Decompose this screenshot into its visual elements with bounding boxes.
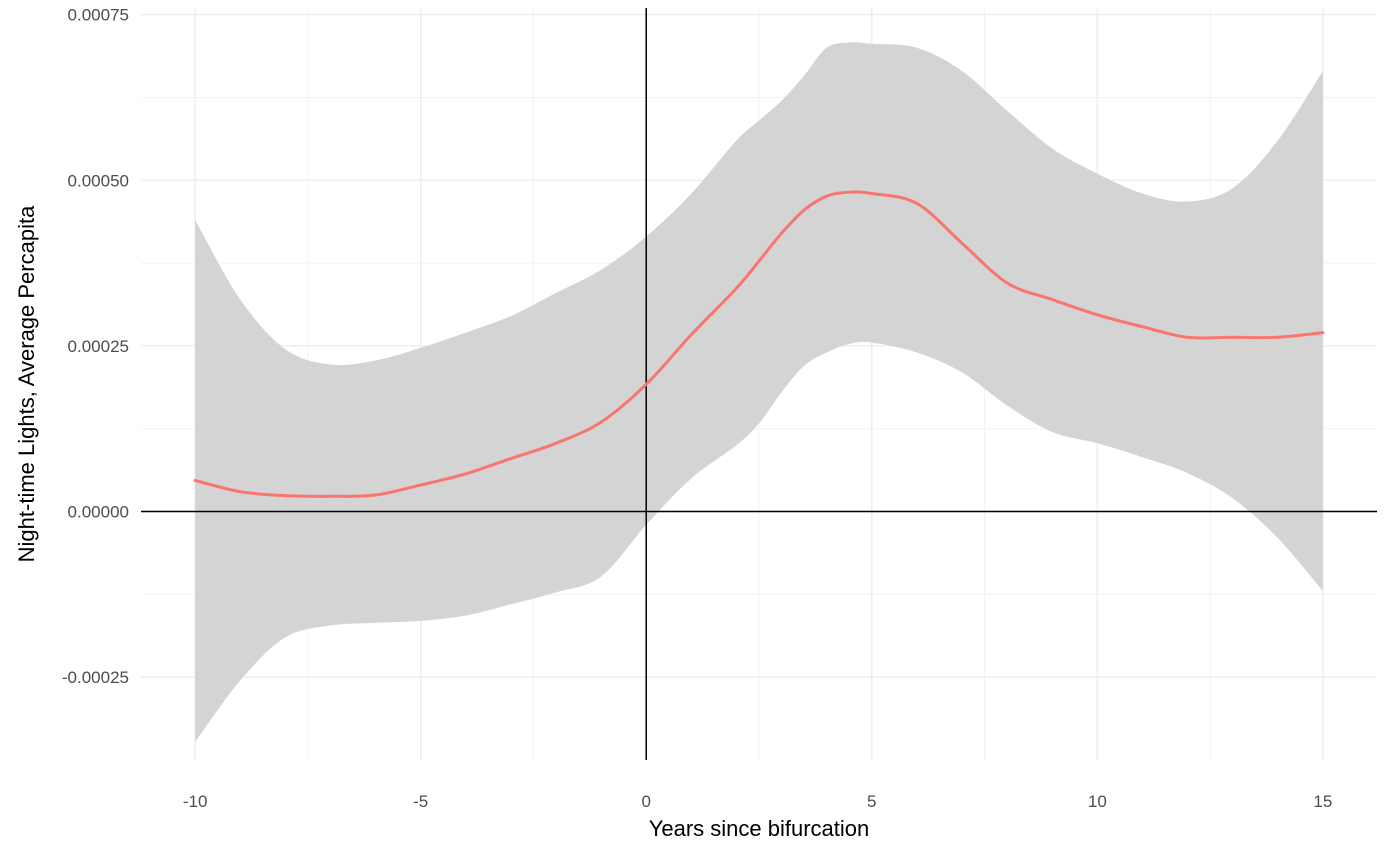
x-axis-title: Years since bifurcation	[649, 816, 870, 841]
x-tick-label: 0	[641, 792, 650, 811]
y-tick-label: 0.00025	[68, 337, 129, 356]
x-tick-label: 15	[1313, 792, 1332, 811]
x-axis-tick-labels: -10 -5 0 5 10 15	[183, 792, 1332, 811]
y-axis-title: Night-time Lights, Average Percapita	[14, 205, 39, 562]
y-tick-label: 0.00050	[68, 171, 129, 190]
y-axis-tick-labels: -0.00025 0.00000 0.00025 0.00050 0.00075	[62, 6, 129, 688]
x-tick-label: 10	[1088, 792, 1107, 811]
x-tick-label: -10	[183, 792, 208, 811]
x-tick-label: -5	[413, 792, 428, 811]
y-tick-label: 0.00075	[68, 6, 129, 25]
x-tick-label: 5	[867, 792, 876, 811]
y-tick-label: 0.00000	[68, 503, 129, 522]
confidence-band	[195, 42, 1323, 743]
y-tick-label: -0.00025	[62, 668, 129, 687]
smooth-line	[193, 190, 1325, 498]
